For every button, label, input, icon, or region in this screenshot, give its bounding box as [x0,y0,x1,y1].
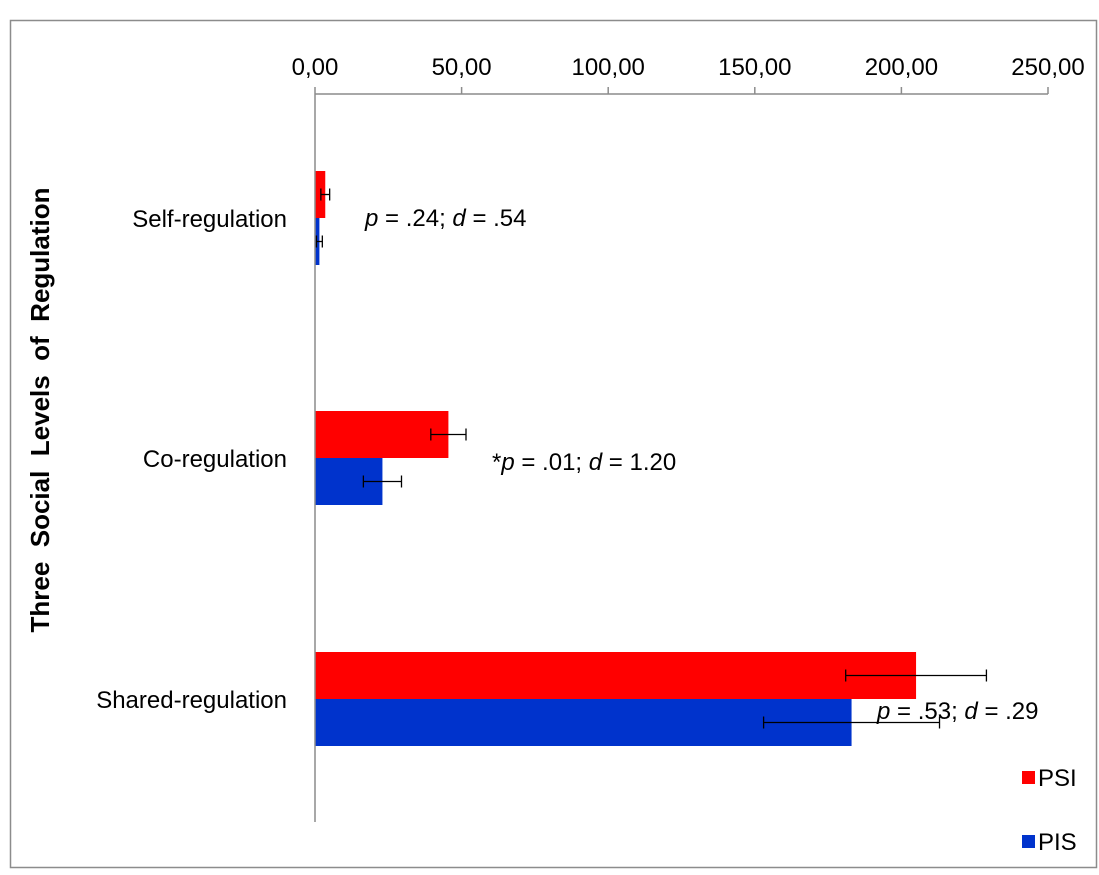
legend: PSI PIS [1022,765,1077,856]
annotation-symbol: p [500,449,514,476]
annotation-symbol: p [876,698,890,725]
x-tick-label: 200,00 [865,54,938,81]
category-label: Shared-regulation [96,687,287,714]
legend-swatch-pis [1022,835,1035,848]
annotation-symbol: p [364,205,378,232]
category-label: Self-regulation [132,206,287,233]
bar-psi-2 [315,411,449,458]
y-axis-title: Three Social Levels of Regulation [25,188,55,633]
annotation-symbol: d [452,205,466,232]
x-tick-label: 50,00 [432,54,492,81]
category-labels-layer: Self-regulation Co-regulation Shared-regul… [96,206,287,714]
annotation-2: *p = .01; d = 1.20 [492,449,676,476]
category-label: Co-regulation [143,446,287,473]
legend-swatch-psi [1022,771,1035,784]
annotation-symbol: d [589,449,603,476]
bar-psi-3 [315,652,917,699]
annotation-text: = .24; [378,205,452,232]
annotation-1: p = .24; d = .54 [364,205,527,232]
annotation-symbol: d [964,698,978,725]
bar-psi-1 [315,171,326,218]
annotation-3: p = .53; d = .29 [876,698,1039,725]
annotation-text: = .01; [515,449,589,476]
annotation-text: = .29 [978,698,1039,725]
x-tick-label: 250,00 [1011,54,1084,81]
error-bars-layer [315,188,988,729]
annotations-layer: p = .24; d = .54*p = .01; d = 1.20p = .5… [364,205,1039,725]
tick-labels-layer: 0,00 50,00 100,00 150,00 200,00 250,00 [292,54,1085,81]
annotation-text: = 1.20 [602,449,676,476]
legend-label-psi: PSI [1038,765,1077,792]
axis-layer [314,87,1049,822]
legend-label-pis: PIS [1038,829,1077,856]
bar-pis-3 [315,699,852,746]
x-tick-label: 0,00 [292,54,339,81]
x-tick-label: 150,00 [718,54,791,81]
x-tick-label: 100,00 [571,54,644,81]
annotation-text: = .53; [890,698,964,725]
annotation-text: * [492,449,501,476]
annotation-text: = .54 [466,205,527,232]
